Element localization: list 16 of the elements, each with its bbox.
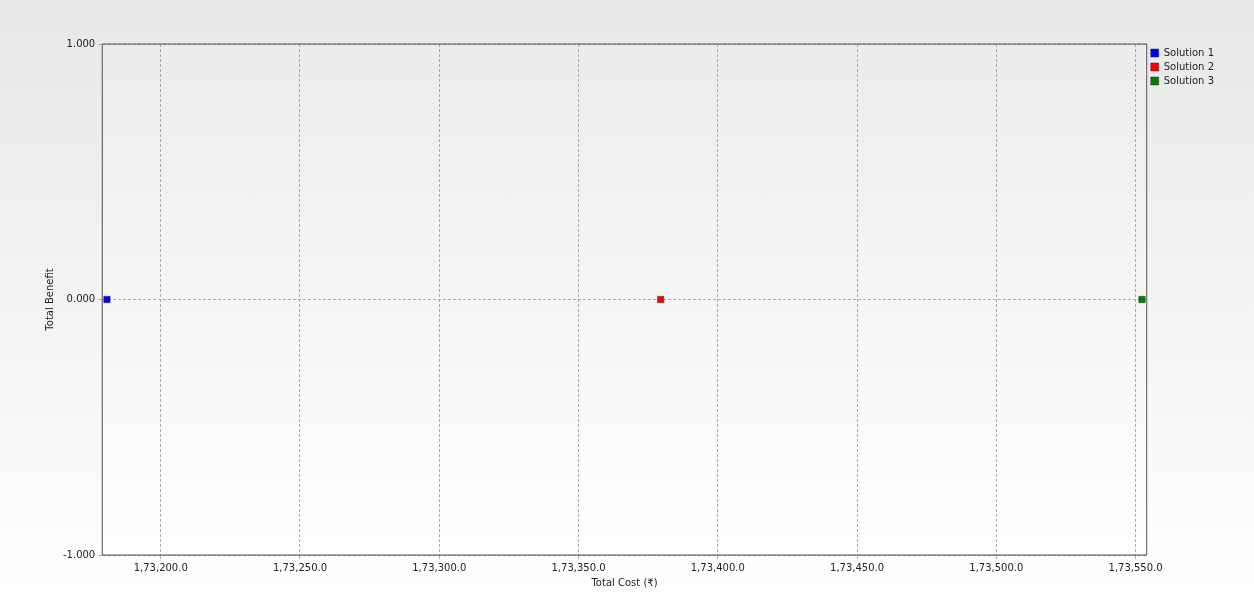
x-tick-label: 1,73,250.0 — [272, 561, 328, 573]
y-tick-label: 1.000 — [66, 37, 96, 49]
legend-label: Solution 1 — [1163, 46, 1214, 58]
x-tick-label: 1,73,550.0 — [1108, 561, 1163, 573]
x-tick-label: 1,73,350.0 — [551, 561, 606, 573]
x-tick-label: 1,73,450.0 — [830, 561, 885, 573]
x-tick-label: 1,73,300.0 — [412, 561, 467, 573]
x-tick-label: 1,73,200.0 — [133, 561, 188, 573]
x-tick-label: 1,73,400.0 — [690, 561, 745, 573]
y-tick-label: -1.000 — [62, 548, 96, 560]
y-tick-label: 0.000 — [66, 293, 96, 305]
y-axis-title: Total Benefit — [43, 268, 55, 332]
legend-label: Solution 2 — [1163, 60, 1214, 72]
x-tick-label: 1,73,500.0 — [969, 561, 1024, 573]
x-axis-title: Total Cost (₹) — [590, 576, 658, 588]
legend-label: Solution 3 — [1163, 74, 1214, 86]
